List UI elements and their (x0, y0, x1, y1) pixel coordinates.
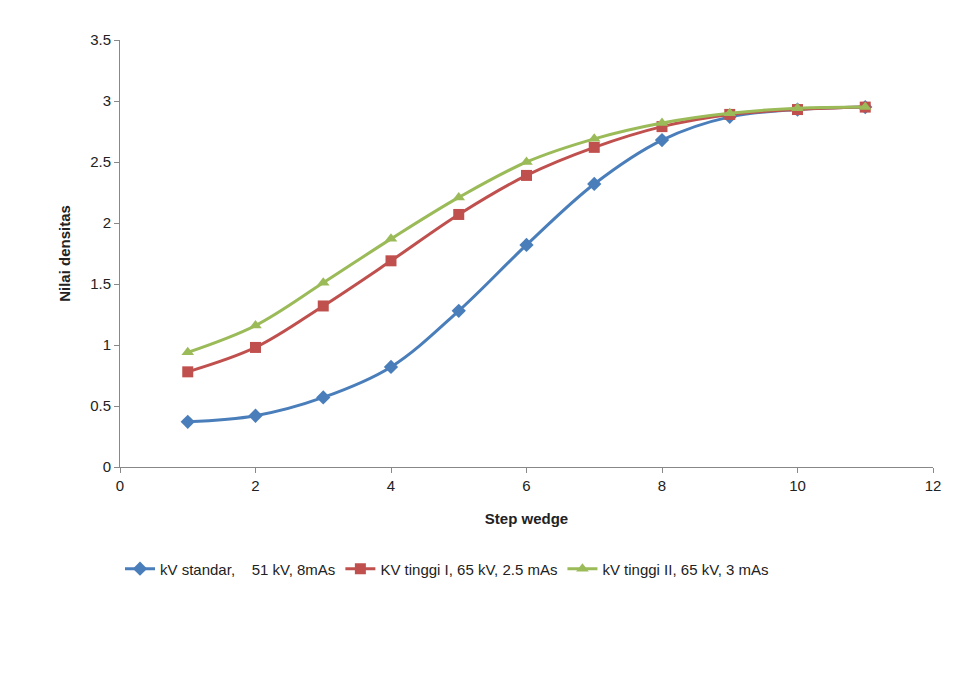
svg-text:3: 3 (103, 92, 111, 109)
svg-text:4: 4 (387, 477, 395, 494)
svg-text:0: 0 (116, 477, 124, 494)
svg-text:8: 8 (658, 477, 666, 494)
svg-text:0.5: 0.5 (90, 397, 111, 414)
svg-text:1: 1 (103, 336, 111, 353)
svg-text:2: 2 (251, 477, 259, 494)
svg-text:2: 2 (103, 214, 111, 231)
svg-text:3.5: 3.5 (90, 31, 111, 48)
svg-text:12: 12 (925, 477, 942, 494)
svg-text:0: 0 (103, 458, 111, 475)
svg-text:6: 6 (522, 477, 530, 494)
svg-text:10: 10 (789, 477, 806, 494)
svg-text:Step wedge: Step wedge (485, 510, 568, 527)
svg-text:Nilai densitas: Nilai densitas (56, 205, 73, 302)
svg-text:1.5: 1.5 (90, 275, 111, 292)
svg-text:KV tinggi I, 65 kV, 2.5 mAs: KV tinggi I, 65 kV, 2.5 mAs (380, 561, 557, 578)
svg-text:2.5: 2.5 (90, 153, 111, 170)
svg-text:kV tinggi II, 65 kV, 3 mAs: kV tinggi II, 65 kV, 3 mAs (602, 561, 768, 578)
svg-text:kV standar, 51 kV, 8mAs: kV standar, 51 kV, 8mAs (160, 561, 335, 578)
